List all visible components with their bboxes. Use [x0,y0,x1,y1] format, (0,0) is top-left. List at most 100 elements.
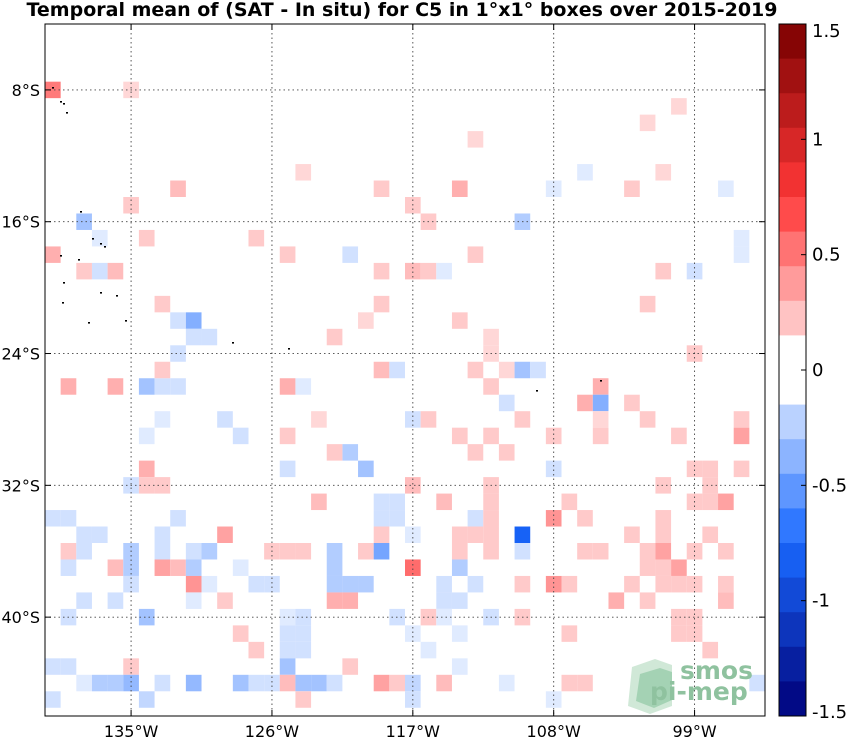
heatmap-cell [279,246,296,263]
axes: 135°W 126°W 117°W 108°W 99°W 8°S 16°S 24°S 32°S 4… [1,24,765,739]
heatmap-cell [420,641,437,659]
heatmap-cell [577,674,593,692]
heatmap-cell [91,262,108,280]
heatmap-cell [655,575,672,593]
heatmap-cell [592,394,609,412]
heatmap-cell [170,378,186,395]
chart-title: Temporal mean of (SAT - In situ) for C5 … [26,0,777,21]
heatmap-cell [248,674,265,692]
heatmap-cell [467,361,484,379]
heatmap-cell [483,510,499,527]
heatmap-cell [201,543,218,560]
heatmap-cell [326,575,343,593]
island-marker [116,295,118,297]
heatmap-cell [373,295,390,313]
heatmap-cell [655,526,672,543]
heatmap-cell [592,543,609,560]
heatmap-cell [295,378,312,395]
heatmap-cell [170,345,186,362]
heatmap-cell [123,658,139,675]
heatmap-cell [686,575,703,593]
heatmap-cell [248,575,265,593]
heatmap-cell [561,625,578,642]
heatmap-cell [91,229,108,247]
island-marker [52,87,54,89]
colorbar-segment [779,93,806,129]
heatmap-cell [483,543,499,560]
heatmap-cell [592,411,609,428]
heatmap-cell [451,658,468,675]
heatmap-cell [451,559,468,576]
heatmap-cell [405,625,421,642]
heatmap-cell [185,312,202,329]
heatmap-cell [295,674,312,692]
heatmap-cell [185,592,202,609]
heatmap-cell [326,559,343,576]
heatmap-cell [185,328,202,346]
heatmap-cell [311,411,327,428]
heatmap-cell [577,164,593,181]
heatmap-cell [718,543,734,560]
heatmap-cell [342,444,359,461]
heatmap-cell [671,98,687,115]
heatmap-cell [107,378,124,395]
heatmap-cell [107,559,124,576]
heatmap-cell [358,575,374,593]
x-tick-label: 135°W [104,722,159,739]
heatmap-cell [76,592,92,609]
heatmap-cell [60,658,77,675]
heatmap-cell [107,592,124,609]
heatmap-cell [577,543,593,560]
heatmap-cell [264,674,280,692]
heatmap-cell [154,543,171,560]
island-marker [60,255,62,257]
colorbar-segment [779,681,806,717]
heatmap-cell [358,543,374,560]
island-marker [100,243,102,245]
heatmap-cell [138,691,155,708]
heatmap-cell [326,444,343,461]
heatmap-cell [639,295,656,313]
heatmap-cell [154,674,171,692]
heatmap-cell [138,427,155,445]
heatmap-cell [514,543,531,560]
heatmap-cell [60,378,77,395]
x-tick-label: 99°W [672,722,716,739]
colorbar-tick-label: 0.5 [812,245,841,266]
heatmap-cell [577,510,593,527]
heatmap-cell [749,674,765,692]
colorbar-tick-label: -1.5 [812,702,847,723]
heatmap-cell [279,378,296,395]
heatmap-cell [655,477,672,494]
heatmap-cell [702,477,719,494]
colorbar-segment [779,612,806,648]
y-tick-label: 24°S [1,345,40,364]
heatmap-cell [545,460,562,478]
heatmap-cell [655,559,672,576]
heatmap-cell [498,394,515,412]
heatmap-cell [279,460,296,478]
heatmap-cell [138,378,155,395]
heatmap-cell [154,526,171,543]
heatmap-cell [420,262,437,280]
island-marker [536,390,538,392]
heatmap-cell [686,262,703,280]
heatmap-cell [608,592,625,609]
colorbar-segment [779,473,806,509]
heatmap-cell [733,460,750,478]
heatmap-cell [279,427,296,445]
heatmap-cell [545,510,562,527]
heatmap-cell [295,625,312,642]
colorbar-segment [779,439,806,475]
heatmap-cell [592,427,609,445]
heatmap-cell [326,328,343,346]
island-marker [62,302,64,304]
heatmap-cell [185,674,202,692]
heatmap-cell [45,81,61,99]
heatmap-cell [76,543,92,560]
heatmap-cell [232,625,249,642]
heatmap-cell [138,460,155,478]
heatmap-cell [123,575,139,593]
heatmap-cell [483,328,499,346]
y-tick-label: 16°S [1,213,40,232]
